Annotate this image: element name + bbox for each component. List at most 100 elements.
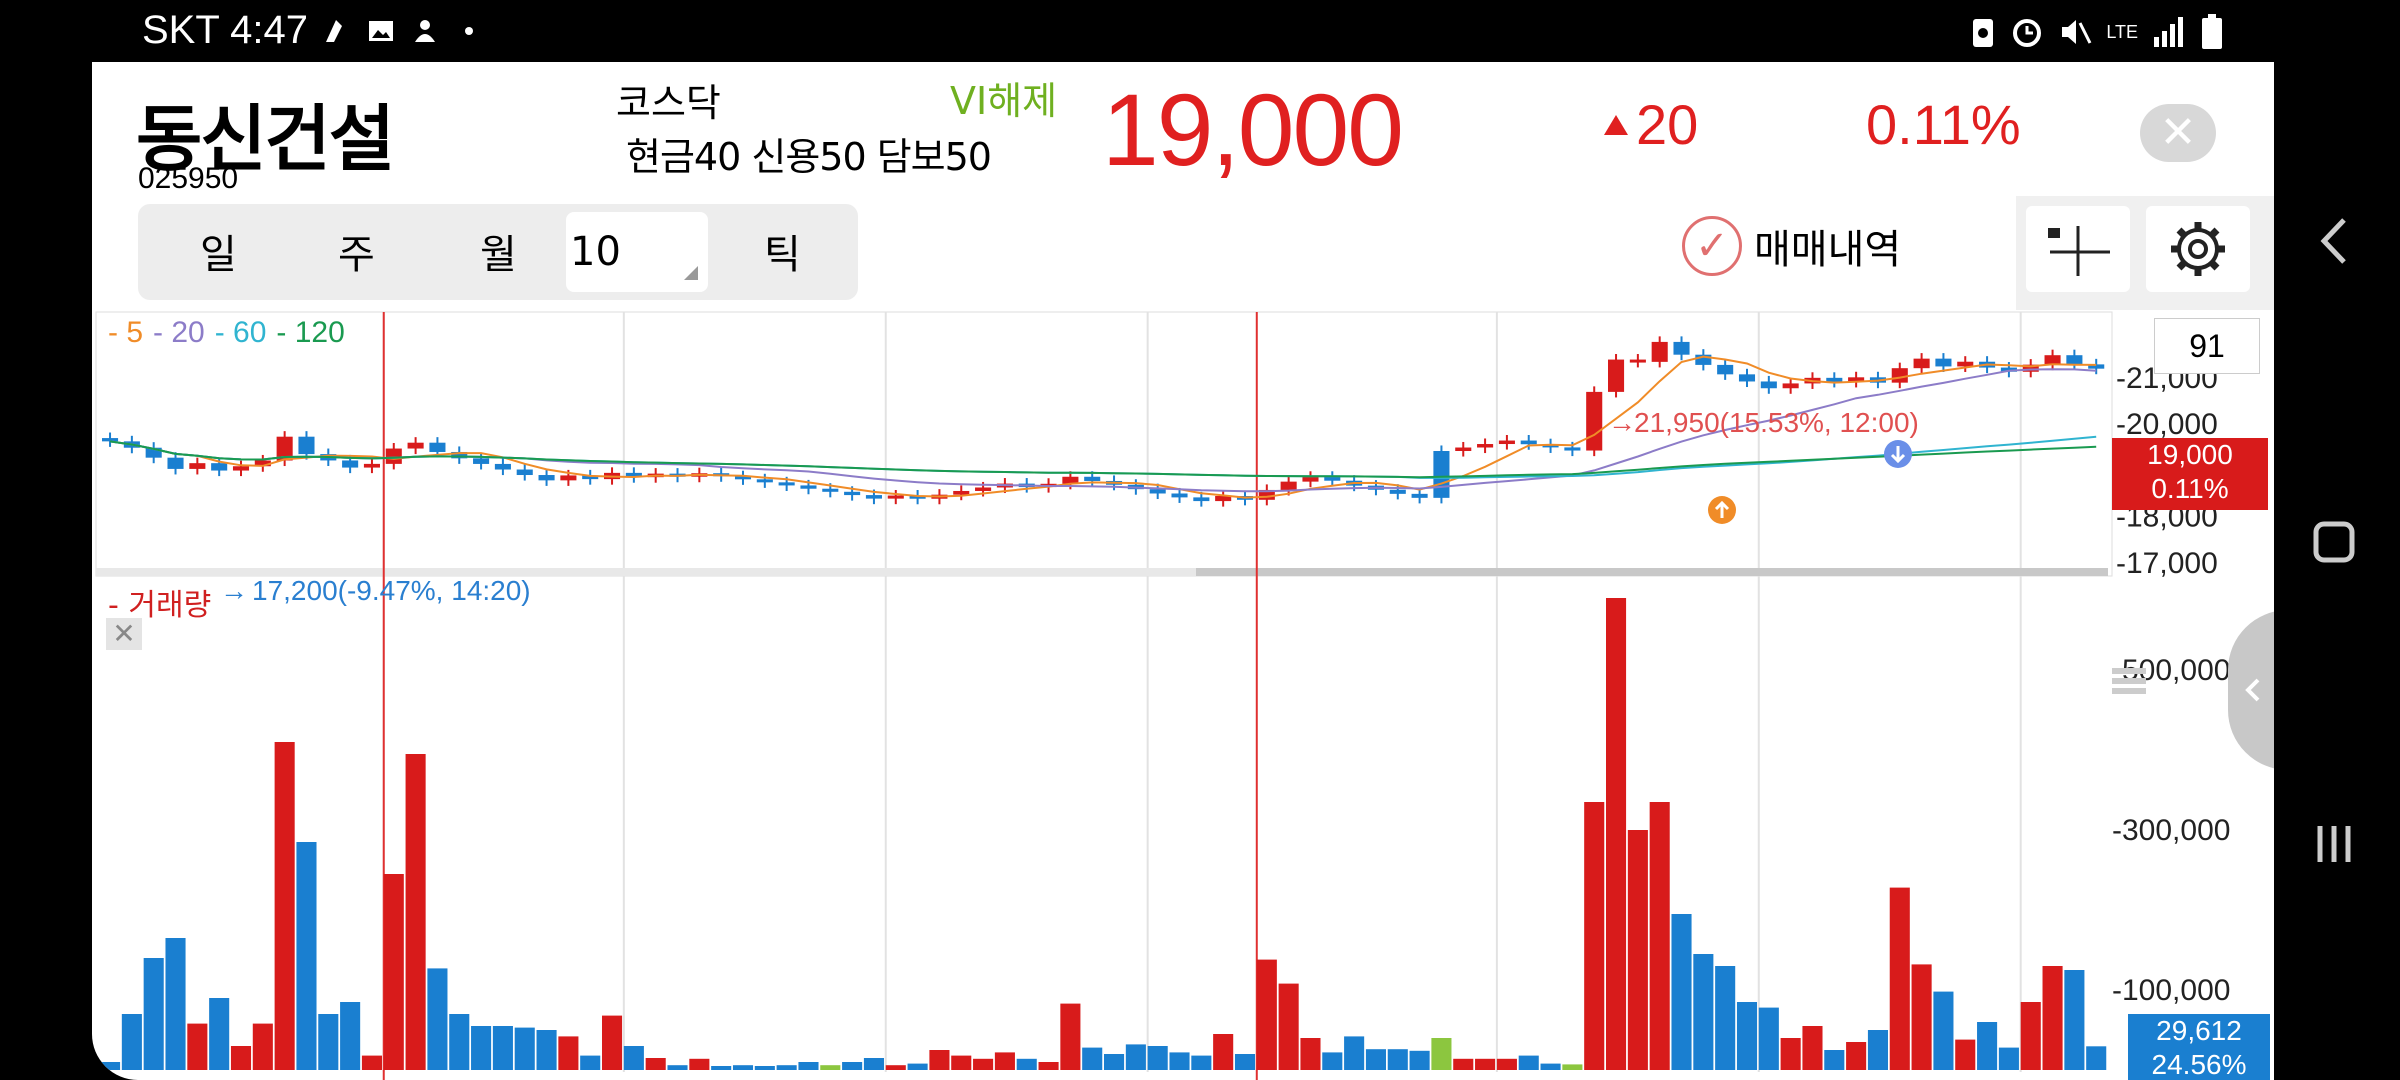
candle-body (734, 476, 752, 480)
volume-bar (296, 842, 317, 1070)
volume-bar (558, 1036, 579, 1070)
candle-body (1848, 377, 1865, 382)
ma-20-legend: - 20 (153, 316, 205, 349)
period-day-button[interactable]: 일 (200, 232, 237, 278)
candle-body (909, 495, 926, 499)
volume-bar (863, 1058, 884, 1070)
chart-canvas[interactable]: -21,000-20,000-18,000-17,000-500,000-300… (92, 310, 2274, 1080)
period-month-button[interactable]: 월 (480, 232, 517, 278)
volume-bar (1977, 1022, 1998, 1070)
volume-bar (754, 1066, 775, 1070)
y-tick-label: -300,000 (2112, 814, 2230, 847)
crosshair-icon (2048, 226, 2110, 276)
tick-count-value: 10 (570, 229, 621, 275)
app-notification-icon (326, 19, 343, 42)
back-icon[interactable] (2318, 216, 2350, 266)
ma-legend: - 5 - 20 - 60 - 120 (108, 316, 345, 350)
volume-bar (1213, 1034, 1234, 1070)
candle-body (1411, 493, 1428, 498)
y-tick-label: -17,000 (2116, 547, 2218, 580)
candle-body (1695, 354, 1712, 365)
volume-bar (471, 1026, 492, 1070)
indicator-value-box[interactable]: 91 (2154, 318, 2260, 374)
volume-bar (1322, 1052, 1343, 1070)
volume-bar (1584, 802, 1605, 1070)
volume-bar (2020, 1002, 2041, 1070)
stock-code: 025950 (138, 162, 239, 195)
candle-body (2088, 364, 2105, 369)
volume-bar (1147, 1046, 1168, 1070)
gallery-icon (369, 20, 394, 41)
volume-bar (1344, 1036, 1365, 1070)
candle-body (342, 460, 359, 468)
volume-bar (536, 1030, 557, 1070)
volume-bar (667, 1065, 688, 1070)
recent-apps-icon[interactable] (2312, 822, 2356, 866)
period-week-button[interactable]: 주 (338, 232, 375, 278)
home-icon[interactable] (2312, 520, 2356, 564)
candle-body (865, 495, 882, 499)
tick-count-input[interactable]: 10 (566, 212, 708, 292)
candle-body (1258, 489, 1275, 500)
period-tick-button[interactable]: 틱 (764, 232, 801, 278)
candle-body (1389, 489, 1406, 494)
candle-body (1826, 377, 1843, 382)
candle-body (276, 436, 293, 461)
volume-bar (230, 1046, 252, 1070)
volume-bar (776, 1065, 797, 1070)
volume-bar (994, 1052, 1015, 1070)
candle-body (1717, 364, 1734, 375)
close-button[interactable]: ✕ (2140, 104, 2216, 162)
candle-body (1935, 358, 1952, 367)
volume-bar (187, 1023, 208, 1070)
candle-body (582, 475, 599, 480)
volume-bar (1889, 887, 1910, 1070)
volume-bar (1867, 1030, 1888, 1070)
candle-body (407, 442, 424, 449)
volume-bar (274, 742, 295, 1070)
ma-120-legend: - 120 (276, 316, 345, 349)
volume-bar (1627, 830, 1648, 1070)
chart-area[interactable]: -21,000 -20,000 -18,000 -17,000 -500,000 -300… (92, 310, 2274, 1080)
candle-body (232, 466, 250, 471)
candle-body (756, 479, 773, 483)
candle-body (953, 490, 970, 495)
stock-chart-screen: 동신건설 025950 코스닥 VI해제 현금40 신용50 담보50 19,0… (92, 62, 2274, 1080)
margin-info: 현금40 신용50 담보50 (626, 135, 992, 179)
candle-body (2000, 367, 2017, 372)
side-panel-handle[interactable] (2228, 610, 2274, 770)
volume-bar (623, 1046, 644, 1070)
volume-legend: - 거래량 (108, 588, 212, 623)
volume-bar (2042, 966, 2063, 1070)
battery-saver-icon (1973, 19, 1994, 47)
vi-status: VI해제 (950, 79, 1058, 123)
candle-body (800, 485, 817, 489)
volume-bar (1125, 1044, 1146, 1070)
volume-bar (1300, 1038, 1321, 1070)
volume-bar (209, 998, 230, 1070)
high-annotation: 21,950(15.53%, 12:00) (1634, 407, 1919, 438)
candle-body (363, 463, 380, 468)
volume-bars (100, 598, 2107, 1070)
navigation-bar (2274, 0, 2400, 1080)
volume-bar (1736, 1002, 1758, 1070)
volume-bar (798, 1062, 819, 1070)
volume-close-button[interactable]: ✕ (106, 618, 142, 650)
settings-button[interactable] (2146, 206, 2250, 292)
candle-body (1171, 493, 1188, 498)
crosshair-button[interactable] (2026, 206, 2130, 292)
volume-bar (1409, 1050, 1430, 1070)
volume-bar (1649, 802, 1670, 1070)
candle-body (560, 475, 577, 481)
volume-bar (1671, 914, 1692, 1070)
gear-icon (2171, 222, 2225, 276)
volume-bar (1911, 964, 1932, 1070)
trade-history-toggle[interactable]: ✓ 매매내역 (1682, 216, 1901, 276)
candle-body (1302, 476, 1319, 482)
candle-body (1084, 476, 1101, 481)
volume-bar (1846, 1042, 1867, 1070)
volume-bar (885, 1065, 906, 1070)
price-tag-price: 19,000 (2147, 439, 2233, 470)
candle-body (1760, 381, 1777, 389)
close-icon: ✕ (2159, 107, 2197, 158)
